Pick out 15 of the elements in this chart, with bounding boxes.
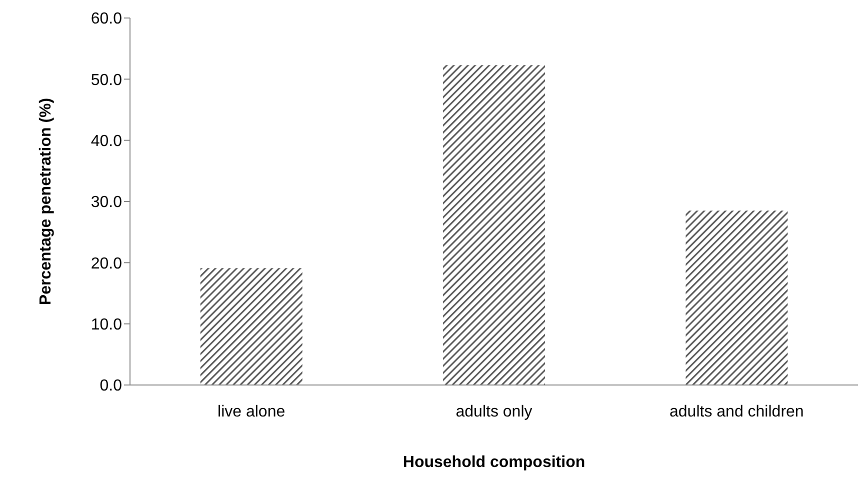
x-tick-label: adults only [456,403,532,420]
x-tick-label: adults and children [670,403,804,420]
y-tick-label: 50.0 [90,72,122,89]
bar [686,210,788,385]
x-tick-label: live alone [218,403,286,420]
bar [200,268,302,385]
y-tick-label: 60.0 [90,10,122,28]
x-axis-title: Household composition [402,454,586,471]
y-tick-label: 40.0 [90,133,122,150]
y-tick-label: 10.0 [90,316,122,334]
y-tick-label: 30.0 [90,194,122,212]
y-axis-title: Percentage penetration (%) [38,98,55,306]
bar [443,65,546,385]
y-tick-label: 0.0 [100,378,122,395]
y-tick-label: 20.0 [90,255,122,272]
